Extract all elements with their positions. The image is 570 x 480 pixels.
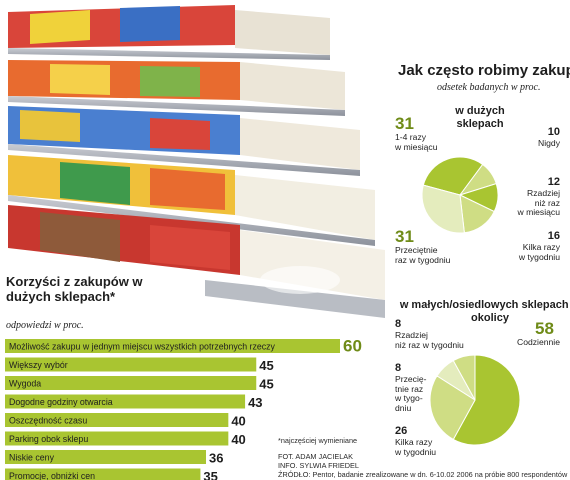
pie1-value-4: 16: [547, 230, 560, 242]
bar-8: [5, 468, 201, 480]
supermarket-shelves-photo: [8, 5, 385, 318]
bar-value-3: 45: [259, 377, 273, 392]
bar-6: [5, 431, 229, 446]
bar-3: [5, 376, 257, 390]
pie1-value-3: 12: [547, 176, 560, 188]
pie1-title: w dużych sklepach: [455, 105, 505, 130]
bar-chart-title: Korzyści z zakupów w dużych sklepach*: [6, 274, 143, 304]
pie1-label-1: 1-4 razy w miesiącu: [395, 132, 438, 152]
pie1-label-3: Rzadziej niż raz w miesiącu: [517, 188, 560, 217]
pie1-slice-5: [421, 184, 465, 234]
pie1-slice-1: [422, 156, 484, 196]
pie2-label-1: Codziennie: [517, 337, 560, 347]
pie1-label-4: Kilka razy w tygodniu: [518, 242, 560, 262]
bar-label-5: Oszczędność czasu: [9, 416, 87, 426]
shelf-row-2: [8, 60, 345, 116]
pie2-slice-2: [429, 375, 476, 441]
bar-value-8: 35: [203, 469, 217, 480]
bar-label-1: Możliwość zakupu w jednym miejscu wszyst…: [9, 342, 276, 352]
pie2-label-4: Rzadziej niż raz w tygodniu: [395, 330, 464, 350]
bar-label-4: Dogodne godziny otwarcia: [9, 397, 113, 407]
bar-1: [5, 339, 340, 353]
pie-chart-small-stores: [429, 354, 521, 446]
bar-4: [5, 394, 246, 409]
bar-5: [5, 413, 229, 427]
shelf-row-1: [8, 5, 330, 60]
pie1-label-2: Nigdy: [538, 138, 560, 148]
pie1-label-5: Przeciętnie raz w tygodniu: [395, 245, 451, 265]
bar-value-1: 60: [343, 337, 362, 356]
info-credit: INFO. SYLWIA FRIEDEL: [278, 461, 359, 470]
pie-chart-large-stores: [421, 156, 499, 234]
bar-value-2: 45: [259, 358, 273, 373]
bar-2: [5, 357, 257, 372]
bar-label-6: Parking obok sklepu: [9, 434, 88, 444]
pie2-value-1: 58: [535, 319, 554, 338]
pie2-slice-1: [452, 354, 521, 446]
bar-label-2: Większy wybór: [9, 360, 68, 370]
bar-7: [5, 450, 206, 464]
bar-value-6: 40: [231, 432, 245, 447]
bar-value-5: 40: [231, 414, 245, 429]
bar-label-8: Promocje, obniżki cen: [9, 471, 95, 480]
shelf-row-5: [8, 205, 385, 318]
bar-value-7: 36: [209, 451, 223, 466]
survey-subtitle: odsetek badanych w proc.: [437, 82, 541, 93]
pie2-title: w małych/osiedlowych sklepach w okolicy: [399, 299, 570, 324]
shelf-row-3: [8, 106, 360, 176]
shelf-row-4: [8, 155, 375, 246]
pie2-value-4: 8: [395, 318, 402, 330]
pie2-value-2: 26: [395, 425, 408, 437]
pie2-value-3: 8: [395, 362, 402, 374]
shelf-unit: [8, 5, 385, 318]
pie2-label-2: Kilka razy w tygodniu: [395, 437, 437, 457]
pie2-slice-4: [452, 354, 476, 401]
bar-label-7: Niskie ceny: [9, 453, 55, 463]
pie2-label-3: Przecię-tnie raz w tygo-dniu: [395, 374, 427, 413]
bar-label-3: Wygoda: [9, 379, 41, 389]
pie1-value-2: 10: [547, 126, 560, 138]
pie1-value-5: 31: [395, 227, 414, 246]
source-note: ŹRÓDŁO: Pentor, badanie zrealizowane w d…: [278, 470, 568, 479]
pie1-value-1: 31: [395, 114, 414, 133]
bar-chart-subtitle: odpowiedzi w proc.: [6, 320, 84, 331]
footnote: *najczęściej wymieniane: [278, 436, 358, 445]
survey-title: Jak często robimy zakupy: [398, 62, 570, 79]
bar-value-4: 43: [248, 395, 262, 410]
photo-credit: FOT. ADAM JACIELAK: [278, 452, 354, 461]
